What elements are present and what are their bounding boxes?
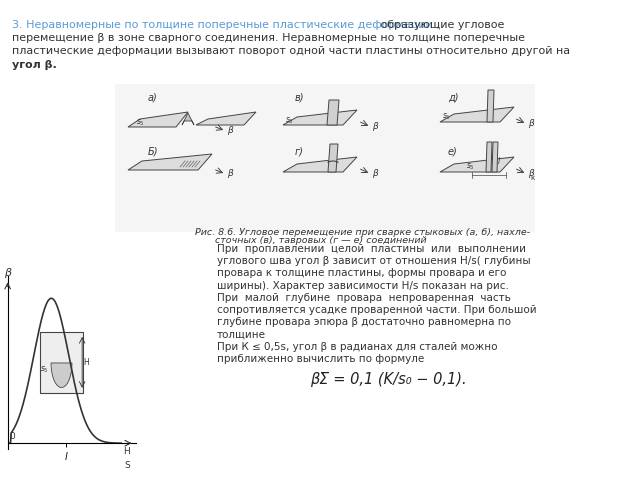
Text: ширины). Характер зависимости H/s показан на рис.: ширины). Характер зависимости H/s показа…: [217, 281, 509, 290]
Text: приближенно вычислить по формуле: приближенно вычислить по формуле: [217, 354, 424, 364]
Text: глубине провара эпюра β достаточно равномерна по: глубине провара эпюра β достаточно равно…: [217, 317, 511, 327]
Text: βΣ̅ = 0,1 (K/s₀ − 0,1).: βΣ̅ = 0,1 (K/s₀ − 0,1).: [310, 372, 467, 387]
Polygon shape: [440, 107, 514, 122]
Polygon shape: [492, 142, 498, 172]
Polygon shape: [487, 90, 494, 122]
Polygon shape: [182, 113, 194, 125]
Polygon shape: [440, 157, 514, 172]
Text: При  малой  глубине  провара  непроваренная  часть: При малой глубине провара непроваренная …: [217, 293, 511, 303]
Text: $s_5$: $s_5$: [466, 162, 475, 172]
Text: β: β: [528, 169, 534, 178]
Text: в): в): [295, 92, 305, 102]
Text: $s_5$: $s_5$: [442, 112, 451, 122]
Text: 0: 0: [10, 432, 15, 441]
Polygon shape: [128, 112, 188, 127]
Polygon shape: [196, 112, 256, 125]
Text: сточных (в), тавровых (г — е) соединений: сточных (в), тавровых (г — е) соединений: [215, 236, 427, 245]
Text: H: H: [83, 358, 89, 367]
Text: При К ≤ 0,5s, угол β в радианах для сталей можно: При К ≤ 0,5s, угол β в радианах для стал…: [217, 342, 497, 351]
Polygon shape: [128, 154, 212, 170]
Text: $s_5$: $s_5$: [136, 117, 145, 128]
Text: S: S: [124, 461, 130, 470]
Text: г): г): [295, 147, 304, 157]
Text: H: H: [124, 447, 131, 456]
Text: β: β: [227, 126, 233, 135]
Text: перемещение β в зоне сварного соединения. Неравномерные но толщине поперечные: перемещение β в зоне сварного соединения…: [12, 33, 525, 43]
Polygon shape: [283, 110, 357, 125]
Text: β: β: [4, 268, 12, 278]
Text: углового шва угол β зависит от отношения H/s( глубины: углового шва угол β зависит от отношения…: [217, 256, 531, 266]
Text: Рис. 8.6. Угловое перемещение при сварке стыковых (а, б), нахле-: Рис. 8.6. Угловое перемещение при сварке…: [195, 228, 530, 237]
Text: Б): Б): [148, 147, 159, 157]
Text: пластические деформации вызывают поворот одной части пластины относительно друго: пластические деформации вызывают поворот…: [12, 47, 570, 56]
Text: к: к: [530, 175, 534, 181]
Text: д): д): [448, 92, 458, 102]
Text: провара к толщине пластины, формы провара и его: провара к толщине пластины, формы провар…: [217, 268, 506, 278]
Text: $s_5$: $s_5$: [40, 365, 49, 375]
Text: При  проплавлении  целой  пластины  или  выполнении: При проплавлении целой пластины или выпо…: [217, 244, 526, 254]
Text: β: β: [372, 169, 378, 178]
Polygon shape: [283, 157, 357, 172]
Text: е): е): [448, 147, 458, 157]
Bar: [40, 332, 83, 393]
Polygon shape: [51, 363, 72, 387]
Text: β: β: [372, 122, 378, 131]
Text: а): а): [148, 92, 157, 102]
Bar: [115, 84, 535, 232]
Text: сопротивляется усадке проваренной части. При большой: сопротивляется усадке проваренной части.…: [217, 305, 536, 315]
Text: β: β: [227, 169, 233, 178]
Polygon shape: [328, 144, 338, 172]
Text: угол β.: угол β.: [12, 60, 57, 70]
Text: l: l: [498, 157, 500, 166]
Polygon shape: [486, 142, 492, 172]
Text: образующие угловое: образующие угловое: [377, 20, 504, 30]
Text: $s_5$: $s_5$: [285, 115, 294, 125]
Text: толщине: толщине: [217, 329, 266, 339]
Polygon shape: [327, 100, 339, 125]
Text: 3. Неравномерные по толщине поперечные пластические деформации ,: 3. Неравномерные по толщине поперечные п…: [12, 20, 440, 30]
Text: β: β: [528, 119, 534, 128]
